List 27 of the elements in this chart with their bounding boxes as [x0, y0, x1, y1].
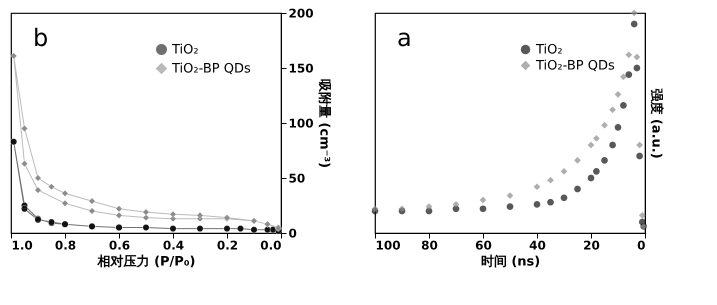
- x-tick-label: 0.6: [108, 238, 130, 252]
- legend-label: TiO₂: [171, 42, 199, 58]
- x-axis-title: 时间 (ns): [480, 254, 540, 270]
- x-tick-label: 100: [376, 238, 401, 252]
- y-tick-label: 50: [288, 172, 306, 186]
- x-tick-label: 20: [583, 238, 600, 252]
- x-tick-label: 1.0: [12, 238, 33, 252]
- x-tick-label: 0.2: [216, 238, 238, 252]
- y-axis-title: 强度 (a.u.): [648, 88, 664, 159]
- x-tick-label: 0.0: [260, 238, 282, 252]
- annotation: b: [33, 24, 48, 52]
- legend-label: TiO₂-BP QDs: [535, 58, 615, 74]
- x-tick-label: 0.8: [54, 238, 76, 252]
- y-tick-label: 0: [288, 226, 297, 240]
- x-tick-label: 0: [637, 238, 646, 252]
- legend-label: TiO₂-BP QDs: [171, 62, 251, 76]
- x-tick-label: 0.4: [162, 238, 184, 252]
- annotation: a: [397, 24, 412, 52]
- y-axis-title: 吸附量 (cm⁻³): [316, 78, 332, 168]
- legend-label: TiO₂: [535, 42, 563, 58]
- x-tick-label: 80: [421, 238, 438, 252]
- x-tick-label: 40: [529, 238, 546, 252]
- y-tick-label: 150: [288, 62, 314, 76]
- x-axis-title: 相对压力 (P/P₀): [96, 254, 196, 270]
- y-tick-label: 200: [288, 6, 314, 20]
- x-tick-label: 60: [475, 238, 492, 252]
- y-tick-label: 100: [288, 116, 314, 130]
